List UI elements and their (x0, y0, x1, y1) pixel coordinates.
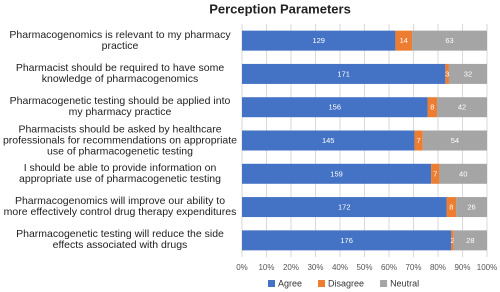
data-label: 156 (329, 103, 342, 112)
data-label: 171 (337, 69, 350, 78)
y-tick-label: I should be able to provide information … (19, 161, 221, 185)
x-tick-label: 40% (332, 263, 348, 272)
data-label: 54 (451, 136, 459, 145)
x-tick-label: 10% (258, 263, 274, 272)
data-label: 8 (430, 103, 434, 112)
legend-swatch (268, 280, 275, 287)
data-label: 14 (400, 36, 408, 45)
y-tick-label: Pharmacogenetic testing will reduce the … (16, 228, 224, 252)
data-label: 129 (312, 36, 325, 45)
x-tick-label: 60% (381, 263, 397, 272)
data-label: 32 (464, 69, 472, 78)
data-label: 172 (338, 203, 351, 212)
bar-segment (422, 130, 487, 151)
x-tick-label: 90% (454, 263, 470, 272)
bar-segment (395, 30, 413, 51)
bar-segment (242, 230, 452, 251)
y-tick-label: Pharmacists should be asked by healthcar… (2, 123, 238, 157)
y-tick-label: Pharmacogenomics will improve our abilit… (3, 195, 237, 219)
y-tick-label: Pharmacogenomics is relevant to my pharm… (9, 28, 231, 52)
bar-segment (446, 197, 457, 218)
legend-label: Agree (278, 278, 302, 288)
data-label: 28 (466, 236, 474, 245)
data-label: 7 (417, 136, 421, 145)
data-label: 40 (459, 169, 467, 178)
data-label: 145 (322, 136, 335, 145)
bar-segment (242, 197, 447, 218)
legend-label: Neutral (390, 278, 419, 288)
x-tick-label: 100% (477, 263, 497, 272)
bar-segment (242, 130, 415, 151)
x-tick-label: 30% (307, 263, 323, 272)
x-tick-label: 20% (283, 263, 299, 272)
y-tick-label: Pharmacist should be required to have so… (15, 61, 225, 85)
bar-segment (439, 163, 487, 184)
bar-segment (451, 230, 454, 251)
legend-swatch (318, 280, 326, 287)
data-label: 7 (433, 169, 437, 178)
x-tick-label: 70% (405, 263, 421, 272)
x-tick-label: 80% (430, 263, 446, 272)
legend-label: Disagree (328, 278, 364, 288)
data-label: 8 (449, 203, 453, 212)
x-tick-label: 50% (356, 263, 372, 272)
bar-segment (242, 63, 446, 84)
data-label: 3 (445, 69, 449, 78)
bar-segment (453, 230, 487, 251)
x-tick-label: 0% (236, 263, 248, 272)
bar-segment (414, 130, 423, 151)
bar-segment (431, 163, 440, 184)
bar-segment (242, 163, 432, 184)
chart-title: Perception Parameters (209, 1, 351, 16)
data-label: 159 (330, 169, 343, 178)
bar-segment (437, 97, 487, 118)
bar-segment (412, 30, 487, 51)
bar-segment (242, 30, 396, 51)
data-label: 63 (445, 36, 453, 45)
bar-segment (445, 63, 449, 84)
bar-segment (427, 97, 438, 118)
legend-swatch (380, 280, 388, 287)
data-label: 26 (467, 203, 475, 212)
bar-segment (456, 197, 487, 218)
data-label: 176 (340, 236, 353, 245)
bar-segment (448, 63, 487, 84)
data-label: 2 (450, 236, 454, 245)
bar-segment (242, 97, 428, 118)
data-label: 42 (458, 103, 466, 112)
y-tick-label: Pharmacogenetic testing should be applie… (9, 95, 231, 119)
